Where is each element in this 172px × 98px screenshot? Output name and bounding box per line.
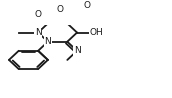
- Text: O: O: [35, 10, 42, 19]
- Text: N: N: [35, 28, 41, 37]
- Text: N: N: [74, 46, 80, 55]
- Text: OH: OH: [90, 28, 103, 37]
- Text: N: N: [45, 37, 51, 46]
- Text: O: O: [57, 5, 64, 14]
- Text: O: O: [83, 1, 90, 10]
